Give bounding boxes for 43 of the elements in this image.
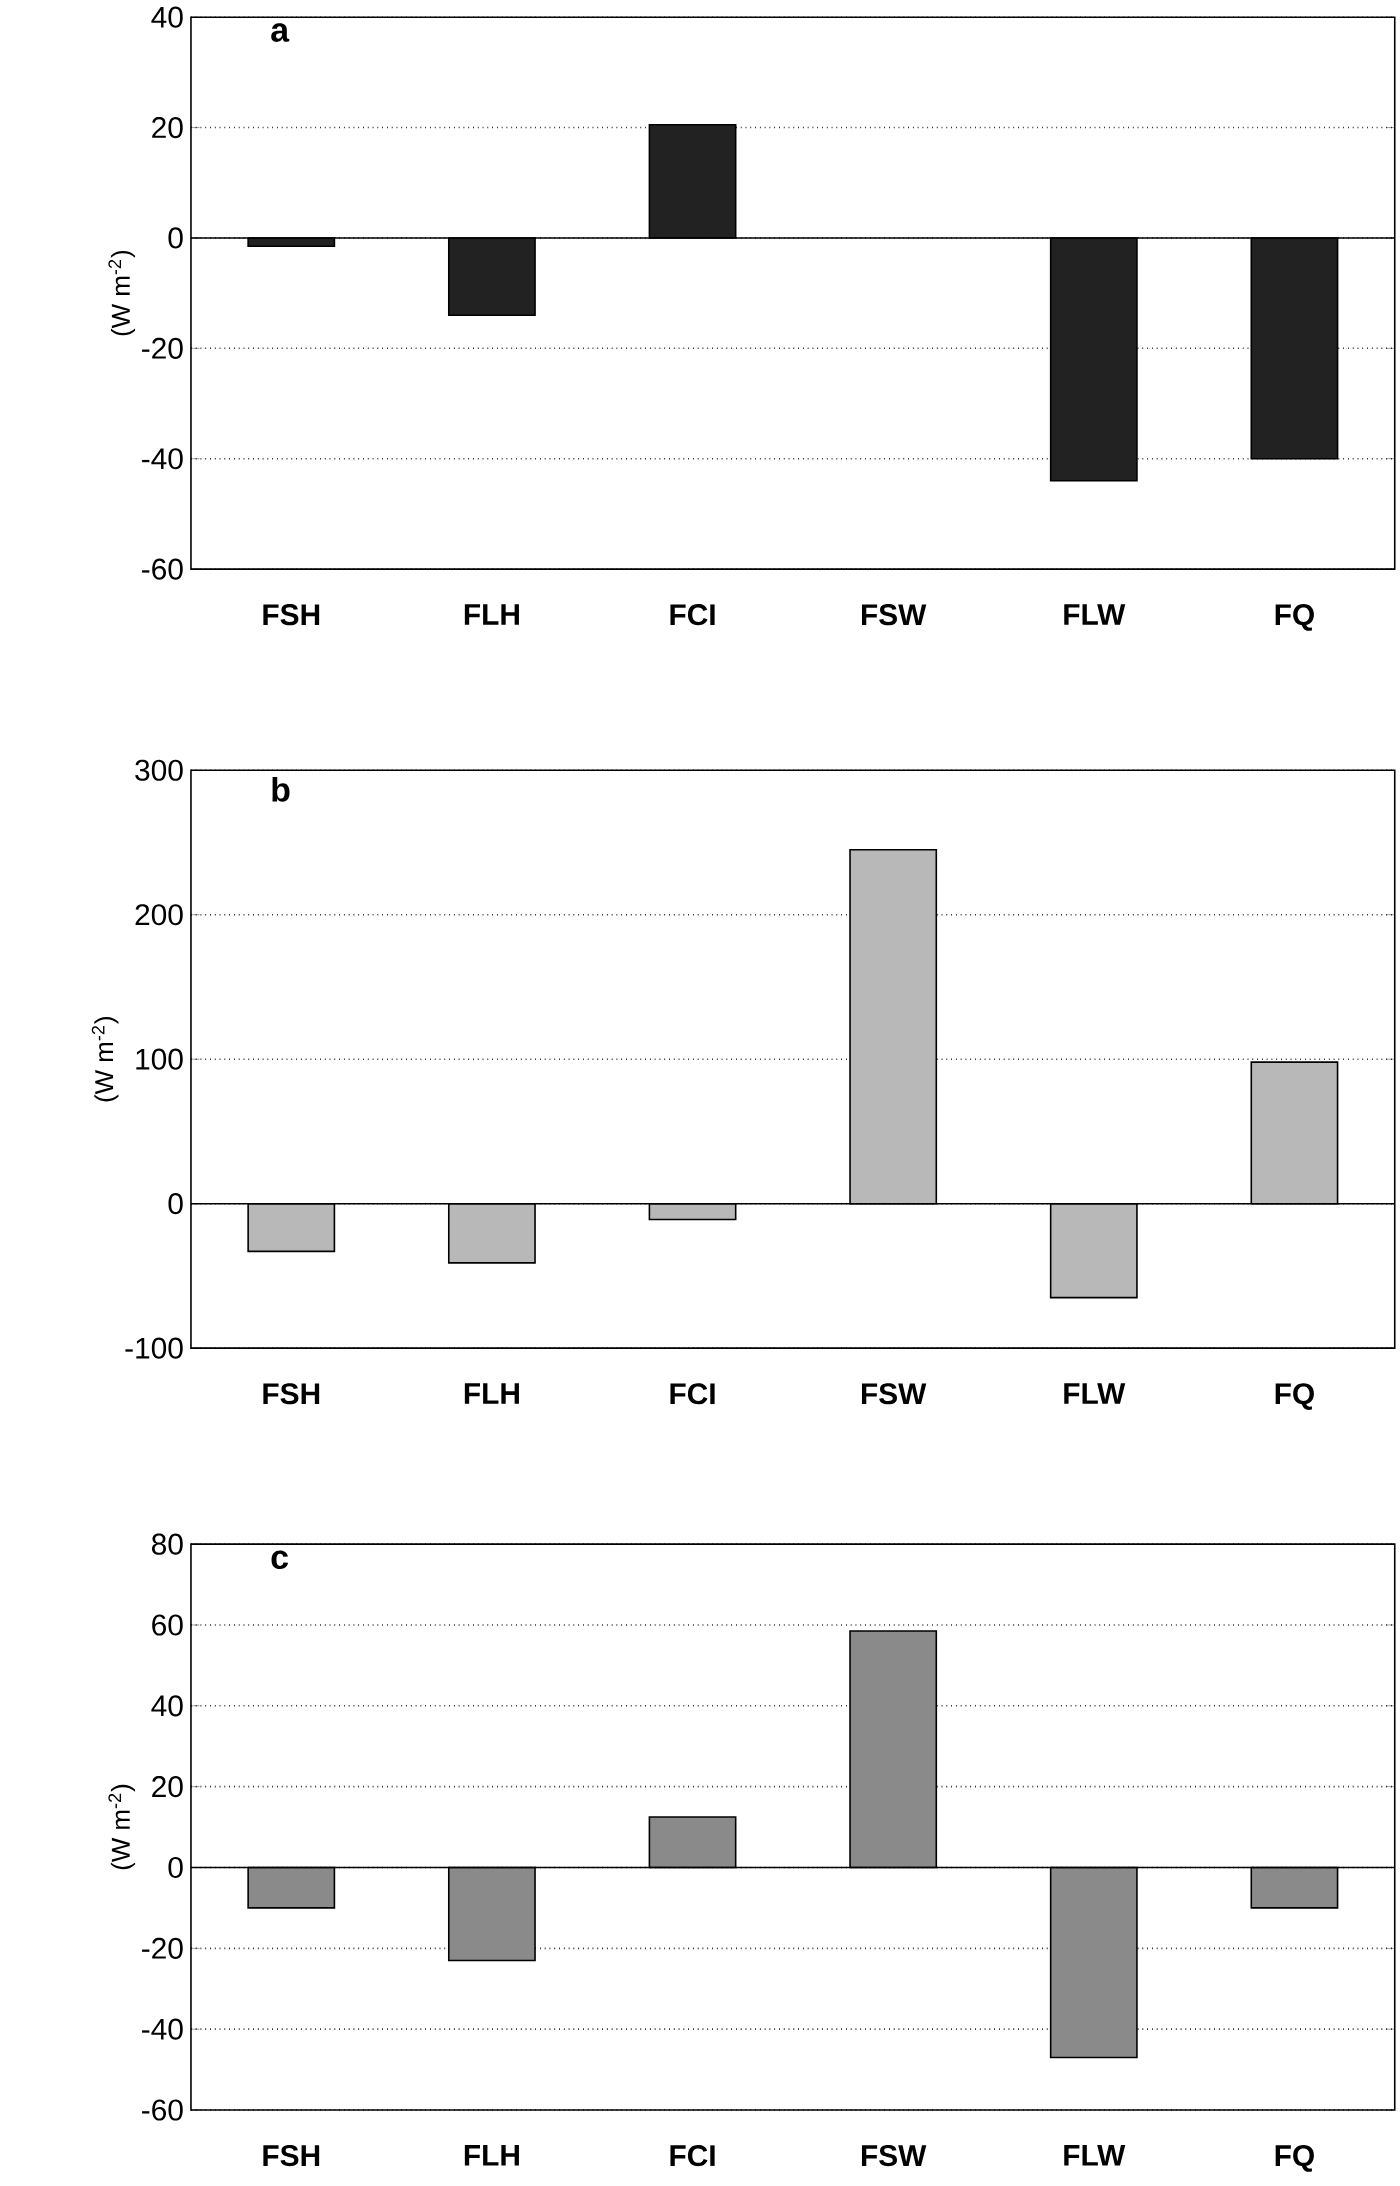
y-tick-label: 0 [168, 1856, 183, 1879]
y-tick-label: -60 [142, 558, 183, 580]
x-tick-label: FLW [1064, 2145, 1126, 2166]
y-tick-label: 40 [151, 6, 183, 28]
y-tick-label: 60 [152, 1614, 183, 1636]
chart-title: b [272, 776, 290, 802]
y-axis-title: (W m$^{-2}$) [91, 1017, 119, 1102]
x-tick-label: FCI [670, 2145, 715, 2167]
x-tick-label: FLH [465, 1383, 520, 1404]
y-tick-label: 20 [152, 1776, 183, 1798]
y-tick-label: -40 [142, 448, 183, 470]
y-tick-label: -60 [142, 2099, 183, 2121]
x-tick-label: FSW [862, 1383, 927, 1405]
y-tick-label: -20 [142, 337, 183, 359]
y-tick-label: -20 [142, 1937, 183, 1959]
x-tick-label: FQ [1275, 1383, 1315, 1410]
y-tick-label: 100 [136, 1048, 183, 1070]
y-tick-label: 300 [135, 759, 183, 781]
y-tick-label: -100 [125, 1337, 183, 1359]
y-tick-label: 0 [168, 1193, 183, 1215]
y-tick-label: -40 [142, 2018, 183, 2040]
x-tick-label: FSH [263, 1383, 320, 1405]
y-axis-title: (W m$^{-2}$) [108, 250, 136, 336]
chart-title: a [271, 23, 290, 42]
chart-title: c [271, 1550, 289, 1570]
y-tick-label: 80 [152, 1533, 183, 1555]
x-tick-label: FCI [670, 604, 715, 626]
x-tick-label: FSW [862, 2145, 927, 2167]
x-tick-label: FLW [1064, 604, 1126, 625]
x-tick-label: FQ [1275, 2145, 1315, 2172]
y-tick-label: 200 [135, 904, 183, 926]
y-tick-label: 0 [168, 227, 183, 249]
x-tick-label: FSH [263, 604, 320, 626]
x-tick-label: FQ [1275, 604, 1315, 631]
x-tick-label: FSH [263, 2145, 320, 2167]
x-tick-label: FLW [1064, 1383, 1126, 1404]
x-tick-label: FLH [465, 2145, 520, 2166]
x-tick-label: FCI [670, 1383, 715, 1405]
y-tick-label: 20 [152, 116, 183, 139]
x-tick-label: FSW [862, 604, 927, 626]
y-tick-label: 40 [151, 1695, 183, 1717]
x-tick-label: FLH [465, 604, 520, 625]
y-axis-title: (W m$^{-2}$) [108, 1784, 136, 1870]
